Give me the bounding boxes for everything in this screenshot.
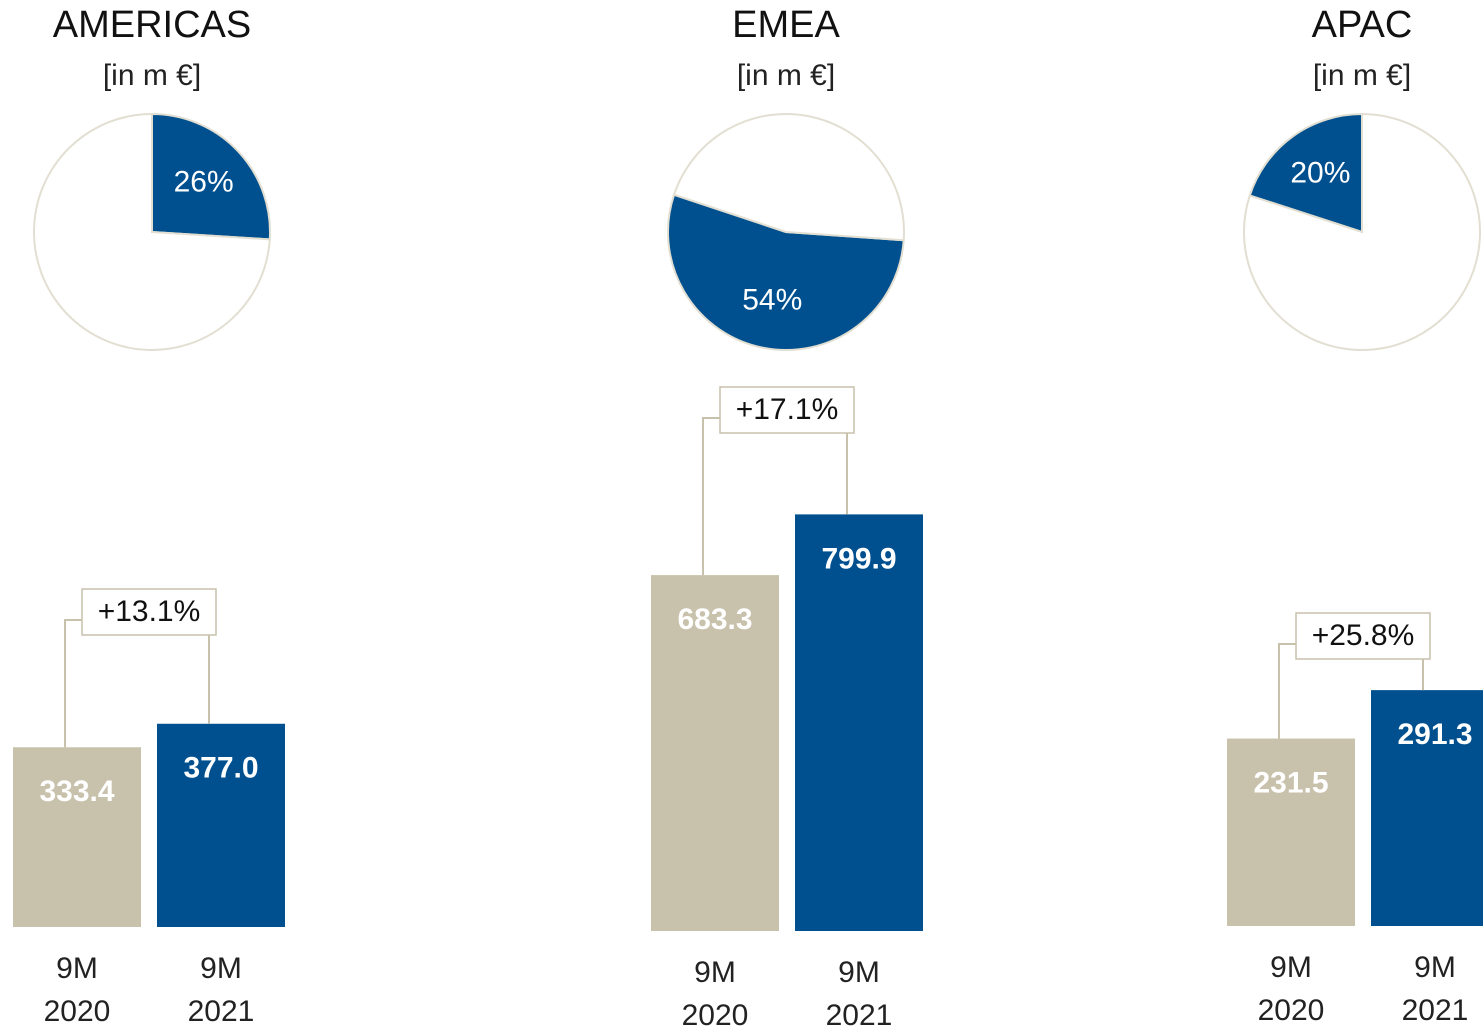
pie-slice bbox=[1243, 112, 1481, 351]
bar-value-label: 683.3 bbox=[677, 603, 752, 636]
bar-value-label: 291.3 bbox=[1397, 718, 1472, 751]
bar bbox=[1371, 690, 1483, 926]
x-tick-label: 9M 2020 bbox=[681, 956, 749, 1026]
bar bbox=[1227, 738, 1355, 926]
bar bbox=[13, 747, 141, 927]
pie-label: 54% bbox=[742, 283, 802, 316]
bar-value-label: 799.9 bbox=[821, 542, 896, 575]
bar-value-label: 333.4 bbox=[39, 775, 114, 808]
pie-slice bbox=[33, 112, 271, 351]
x-tick-label: 9M 2020 bbox=[43, 952, 111, 1026]
x-tick-label: 9M 2020 bbox=[1257, 951, 1325, 1026]
region-title: EMEA bbox=[732, 4, 840, 46]
annotation-box bbox=[719, 386, 855, 434]
pie-slice bbox=[667, 193, 905, 351]
region-subtitle: [in m €] bbox=[103, 59, 201, 92]
pie-slice bbox=[151, 112, 271, 241]
pie-slice bbox=[672, 113, 905, 242]
annotation: +25.8% bbox=[1312, 619, 1415, 652]
pie-slice bbox=[1248, 112, 1363, 234]
annotation-box bbox=[1295, 612, 1431, 660]
region-title: APAC bbox=[1312, 4, 1413, 46]
bar-value-label: 377.0 bbox=[183, 752, 258, 785]
region-subtitle: [in m €] bbox=[1313, 59, 1411, 92]
bar bbox=[795, 514, 923, 931]
bar bbox=[651, 575, 779, 931]
region-subtitle: [in m €] bbox=[737, 59, 835, 92]
x-tick-label: 9M 2021 bbox=[825, 956, 893, 1026]
annotation: +17.1% bbox=[736, 393, 839, 426]
x-tick-label: 9M 2021 bbox=[187, 952, 255, 1026]
region-title: AMERICAS bbox=[53, 4, 251, 46]
bar bbox=[157, 723, 285, 927]
pie-label: 26% bbox=[174, 165, 234, 198]
annotation: +13.1% bbox=[98, 595, 201, 628]
bar-value-label: 231.5 bbox=[1253, 766, 1328, 799]
annotation-box bbox=[81, 588, 217, 636]
pie-label: 20% bbox=[1290, 157, 1350, 190]
x-tick-label: 9M 2021 bbox=[1401, 951, 1469, 1026]
